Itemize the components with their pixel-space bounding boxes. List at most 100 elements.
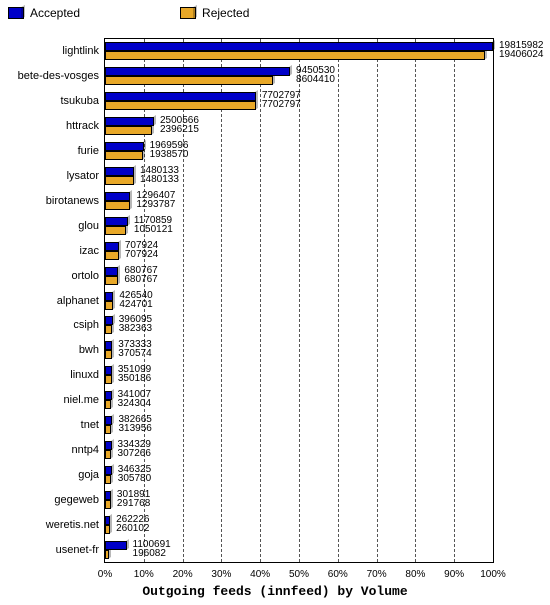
category-label: tsukuba [60,95,105,107]
value-rejected: 1480133 [140,175,179,185]
value-rejected: 382363 [119,324,152,334]
x-tick-label: 80% [405,569,425,580]
category-label: niel.me [64,394,105,406]
x-tick-label: 30% [211,569,231,580]
value-rejected: 307266 [118,449,151,459]
bar-row: lightlink1981598219406024 [105,42,493,60]
value-rejected: 313956 [118,424,151,434]
bar-row: csiph396095382363 [105,316,493,334]
category-label: linuxd [70,369,105,381]
x-tick-label: 0% [98,569,112,580]
category-label: alphanet [57,295,105,307]
bar-row: tsukuba77027977702797 [105,92,493,110]
category-label: furie [78,145,105,157]
bar-accepted [105,142,144,151]
value-rejected: 680767 [124,275,157,285]
bar-row: httrack25005662396215 [105,117,493,135]
category-label: gegeweb [54,494,105,506]
category-label: lysator [67,170,105,182]
value-rejected: 324304 [118,399,151,409]
bar-accepted [105,391,112,400]
legend-label-accepted: Accepted [30,6,80,20]
value-rejected: 370574 [118,349,151,359]
value-rejected: 2396215 [160,125,199,135]
bar-accepted [105,341,112,350]
x-tick-label: 10% [134,569,154,580]
bar-rejected [105,126,152,135]
category-label: csiph [73,319,105,331]
bar-row: goja346325305780 [105,466,493,484]
x-tick-label: 20% [173,569,193,580]
bar-row: ortolo680767680767 [105,267,493,285]
value-rejected: 8604410 [296,75,335,85]
category-label: lightlink [62,45,105,57]
bar-rejected [105,550,109,559]
value-rejected: 19406024 [499,50,544,60]
bar-accepted [105,117,154,126]
bar-row: nntp4334329307266 [105,441,493,459]
category-label: ortolo [71,270,105,282]
bar-rejected [105,425,111,434]
bar-accepted [105,466,112,475]
x-axis-label: Outgoing feeds (innfeed) by Volume [0,584,550,599]
x-tick-label: 50% [289,569,309,580]
category-label: usenet-fr [56,544,105,556]
bar-row: tnet382665313956 [105,416,493,434]
category-label: httrack [66,120,105,132]
bar-row: lysator14801331480133 [105,167,493,185]
bar-accepted [105,441,112,450]
value-rejected: 707924 [125,250,158,260]
bar-accepted [105,292,113,301]
value-rejected: 260102 [116,524,149,534]
x-tick-label: 90% [444,569,464,580]
bar-row: bete-des-vosges94505308604410 [105,67,493,85]
bar-accepted [105,92,256,101]
plot-area: 0%10%20%30%40%50%60%70%80%90%100%lightli… [104,38,494,563]
bar-rejected [105,475,111,484]
bar-rejected [105,525,110,534]
legend-label-rejected: Rejected [202,6,249,20]
legend-item-accepted: Accepted [8,6,80,20]
x-tick-label: 100% [480,569,506,580]
x-tick-label: 70% [367,569,387,580]
value-rejected: 424701 [119,300,152,310]
chart-container: Accepted Rejected 0%10%20%30%40%50%60%70… [0,0,550,605]
bar-row: birotanews12964071293787 [105,192,493,210]
bar-rejected [105,201,130,210]
value-rejected: 1050121 [134,225,173,235]
value-rejected: 1938570 [150,150,189,160]
bar-accepted [105,167,134,176]
legend-item-rejected: Rejected [180,6,249,20]
category-label: bwh [79,344,105,356]
bar-accepted [105,67,290,76]
bar-rejected [105,400,111,409]
swatch-rejected [180,7,196,19]
bar-accepted [105,316,113,325]
bar-accepted [105,416,112,425]
bar-rejected [105,276,118,285]
category-label: tnet [81,419,105,431]
legend: Accepted Rejected [8,6,542,20]
bar-rejected [105,226,126,235]
category-label: birotanews [46,195,105,207]
bar-row: linuxd351099350186 [105,366,493,384]
bar-row: usenet-fr1100691196082 [105,541,493,559]
bar-row: gegeweb301891291768 [105,491,493,509]
bar-rejected [105,350,112,359]
bar-rejected [105,51,485,60]
bar-row: niel.me341007324304 [105,391,493,409]
value-rejected: 305780 [118,474,151,484]
bar-accepted [105,516,110,525]
bar-row: alphanet426540424701 [105,292,493,310]
bar-rejected [105,301,113,310]
value-rejected: 1293787 [136,200,175,210]
value-rejected: 196082 [133,549,166,559]
category-label: glou [78,220,105,232]
bar-accepted [105,366,112,375]
bar-rejected [105,151,143,160]
bar-row: bwh373333370574 [105,341,493,359]
category-label: izac [79,245,105,257]
bar-row: izac707924707924 [105,242,493,260]
bar-row: glou11708591050121 [105,217,493,235]
bar-accepted [105,491,111,500]
